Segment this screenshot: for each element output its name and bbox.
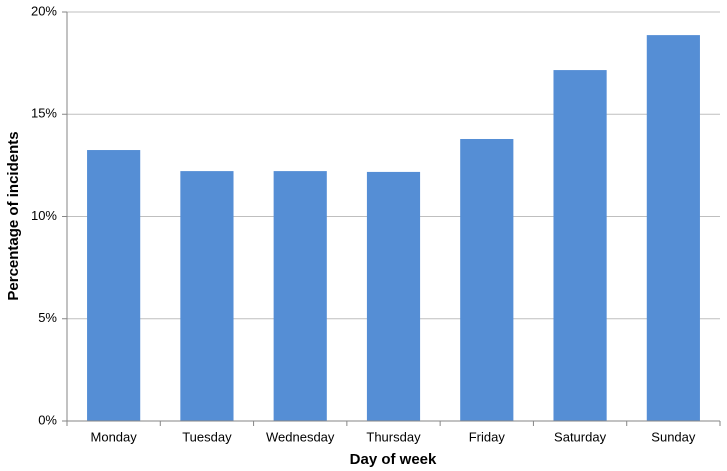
bar [646,35,700,422]
y-tick-label: 0% [38,412,57,427]
bar [87,150,141,421]
y-tick-label: 5% [38,310,57,325]
bar [366,171,421,421]
y-axis-title: Percentage of incidents [5,131,22,300]
bar [460,138,514,421]
x-tick-label: Saturday [554,429,607,444]
x-tick-label: Wednesday [266,429,335,444]
x-tick-label: Thursday [366,429,421,444]
x-tick-label: Tuesday [182,429,232,444]
y-tick-label: 15% [31,106,57,121]
x-axis-title: Day of week [350,451,437,468]
bar [180,171,234,421]
y-tick-label: 10% [31,208,57,223]
x-tick-label: Sunday [651,429,696,444]
bar [553,70,607,421]
x-tick-label: Friday [469,429,506,444]
bar [273,171,327,421]
y-tick-label: 20% [31,3,57,18]
x-tick-label: Monday [91,429,138,444]
